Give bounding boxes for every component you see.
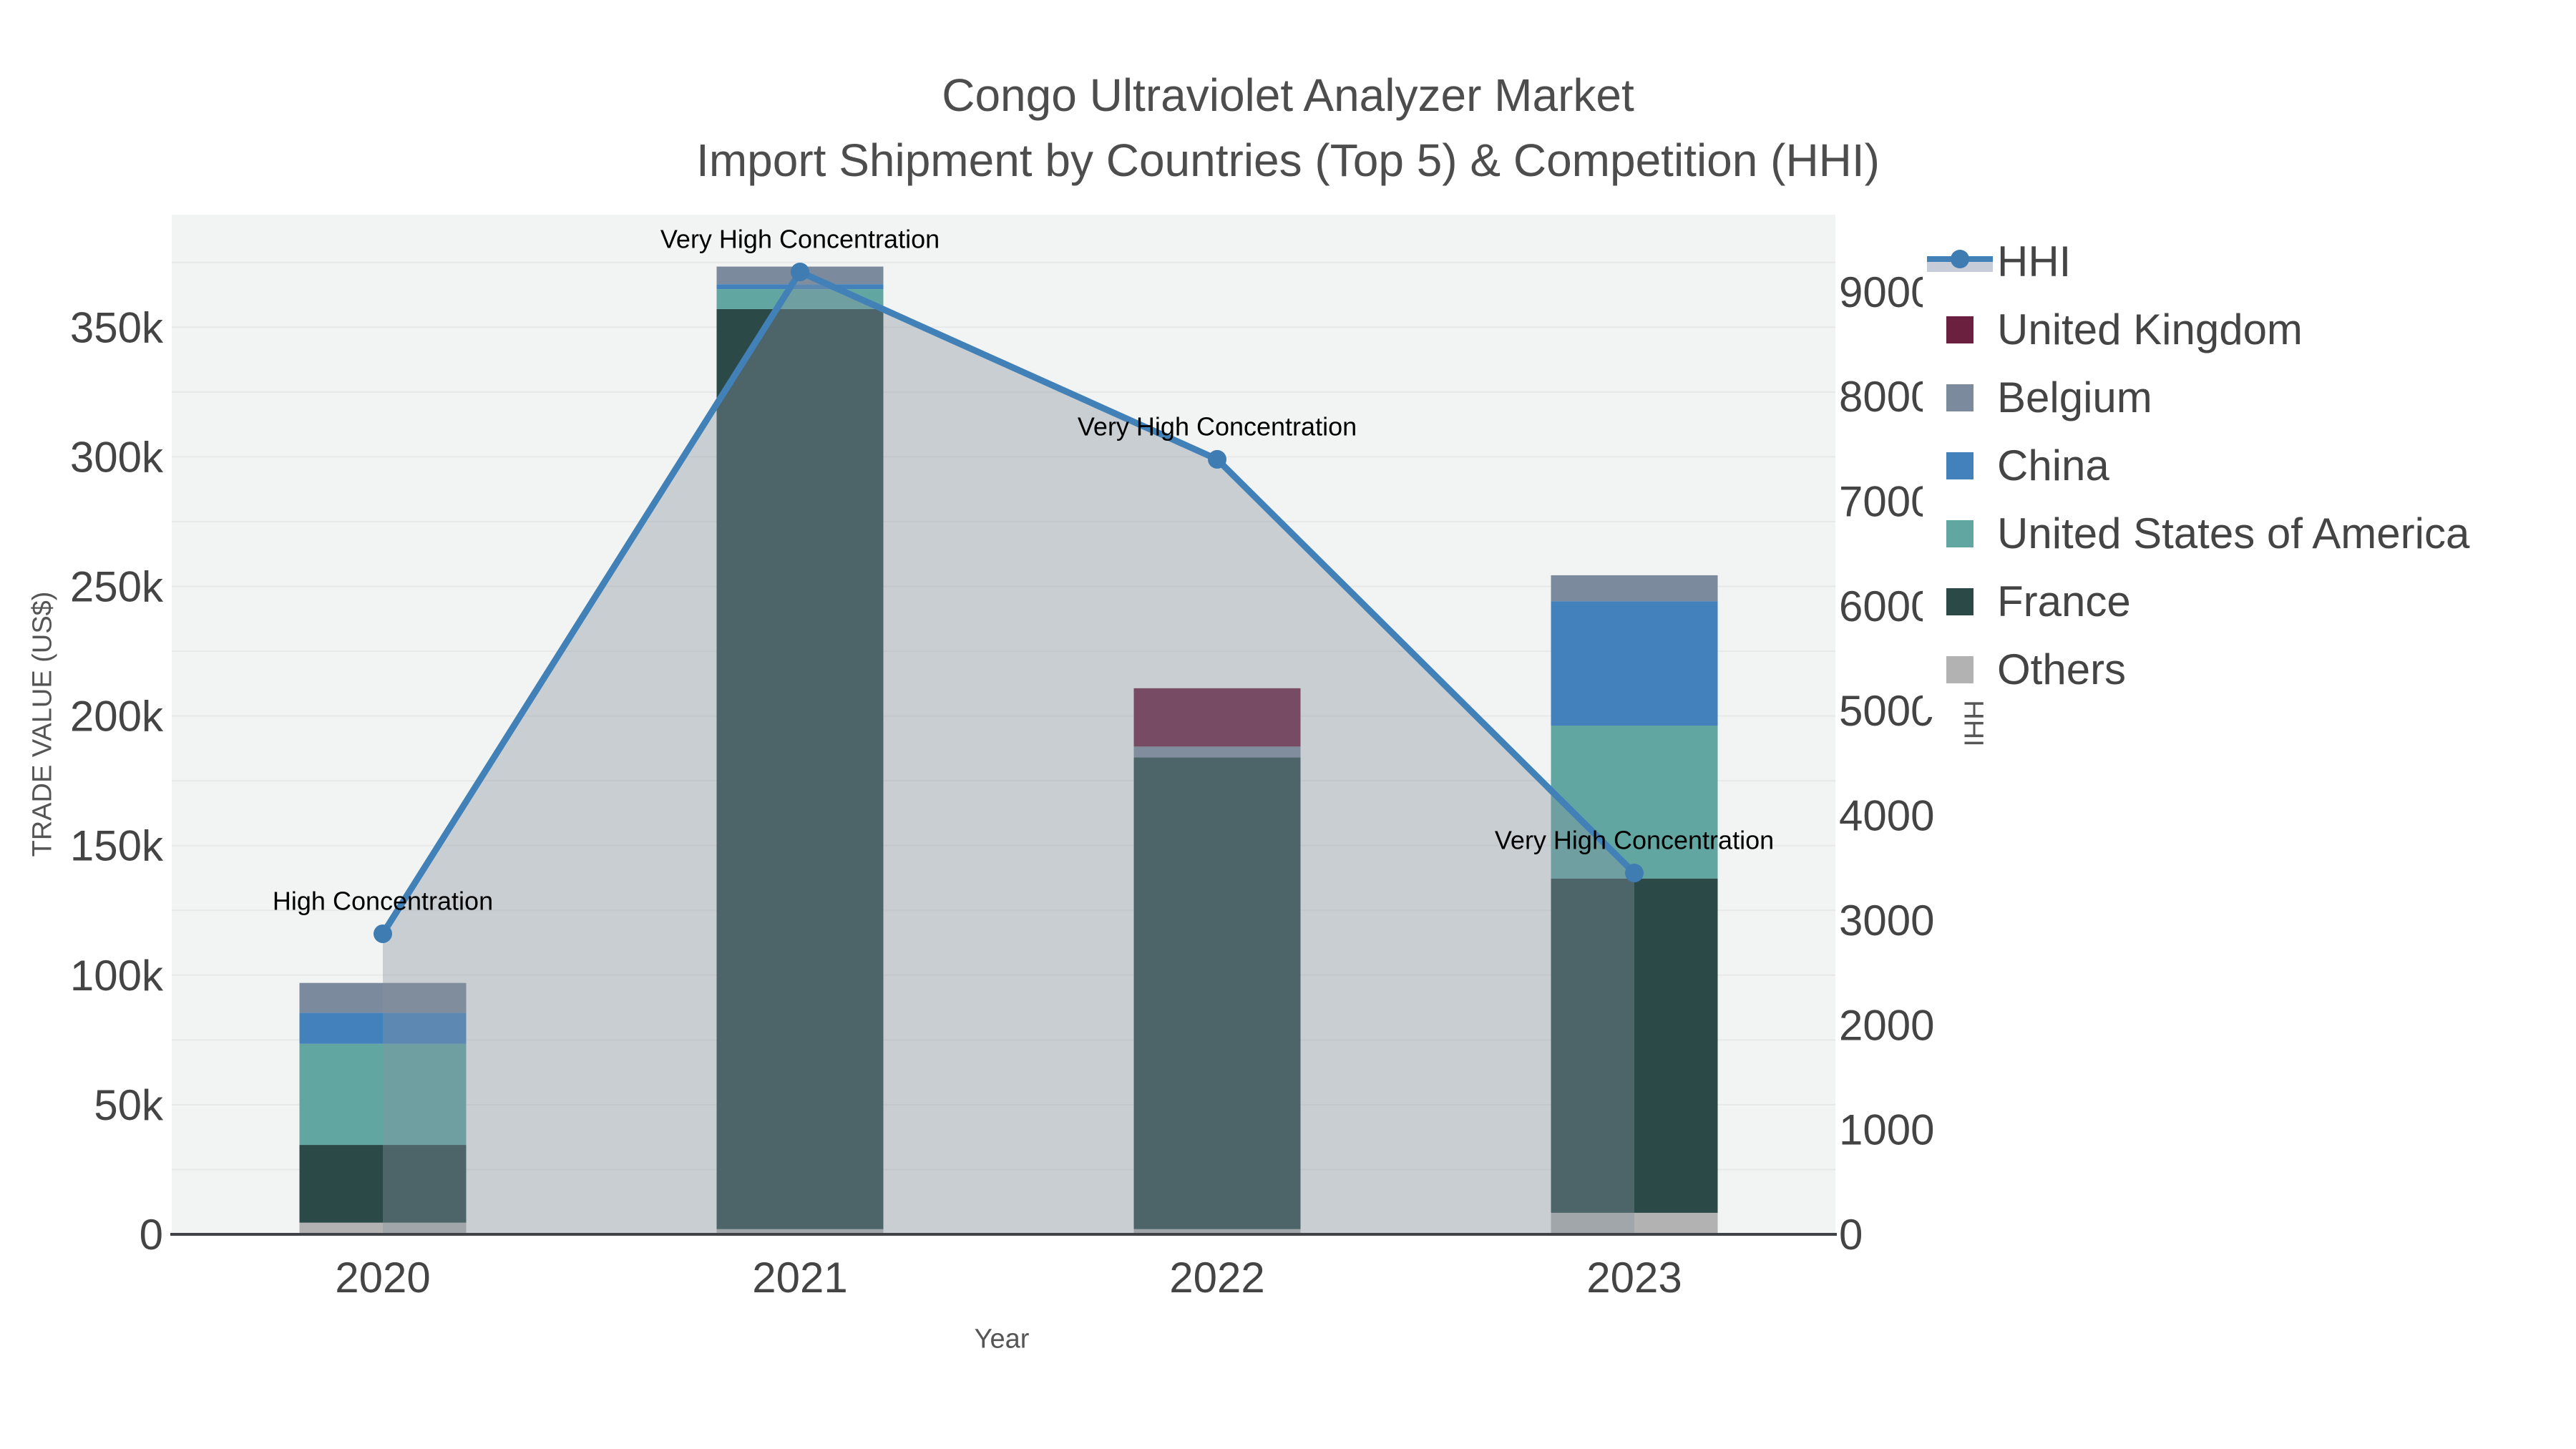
chart-title-line2: Import Shipment by Countries (Top 5) & C… xyxy=(696,134,1880,186)
left-axis-tick-100k: 100k xyxy=(70,952,164,1000)
legend-label-belgium: Belgium xyxy=(1997,374,2152,421)
hhi-swatch-part xyxy=(1951,249,1969,268)
legend-item-hhi[interactable]: HHI xyxy=(1923,228,2570,296)
right-axis-tick-2000: 2000 xyxy=(1839,1001,1934,1049)
bar-segment-2020-belgium xyxy=(299,982,467,1013)
bar-segment-2020-others xyxy=(299,1222,467,1234)
right-axis-title: HHI xyxy=(1958,700,1989,747)
legend-swatch-united-states-of-america xyxy=(1923,519,1997,547)
legend-item-france[interactable]: France xyxy=(1923,567,2570,635)
legend-item-united-states-of-america[interactable]: United States of America xyxy=(1923,499,2570,567)
legend-item-china[interactable]: China xyxy=(1923,431,2570,499)
hhi-area-fill xyxy=(383,271,1634,1234)
right-axis-tick-3000: 3000 xyxy=(1839,897,1934,945)
x-axis-tick-2022: 2022 xyxy=(1169,1254,1264,1302)
legend-swatch-france xyxy=(1923,587,1997,615)
legend-swatch-united-kingdom xyxy=(1923,316,1997,343)
hhi-marker-2021 xyxy=(791,262,809,281)
right-axis-tick-1000: 1000 xyxy=(1839,1106,1934,1154)
right-axis-tick-8000: 8000 xyxy=(1839,373,1934,421)
left-axis-tick-200k: 200k xyxy=(70,693,164,741)
legend-swatch-others xyxy=(1923,655,1997,683)
chart-title: Congo Ultraviolet Analyzer Market Import… xyxy=(0,63,2576,193)
bar-segment-2023-others xyxy=(1551,1212,1718,1234)
bar-segment-2020-france xyxy=(299,1145,467,1223)
bar-segment-2023-belgium xyxy=(1551,575,1718,602)
left-axis-tick-50k: 50k xyxy=(94,1081,164,1129)
bar-segment-2022-france xyxy=(1133,757,1301,1229)
legend-swatch-belgium xyxy=(1923,384,1997,411)
left-axis-tick-0: 0 xyxy=(140,1211,163,1259)
legend-label-hhi: HHI xyxy=(1997,238,2072,286)
color-square-icon xyxy=(1946,587,1974,615)
hhi-line-marker-icon xyxy=(1927,246,1993,278)
legend-swatch-china xyxy=(1923,452,1997,479)
color-square-icon xyxy=(1946,519,1974,547)
x-axis-tick-2021: 2021 xyxy=(752,1254,847,1302)
legend-item-others[interactable]: Others xyxy=(1923,635,2570,703)
legend-label-united-kingdom: United Kingdom xyxy=(1997,306,2303,353)
x-axis-title: Year xyxy=(974,1324,1030,1355)
x-axis-tick-2023: 2023 xyxy=(1586,1254,1682,1302)
bar-segment-2021-others xyxy=(716,1229,884,1234)
color-square-icon xyxy=(1946,655,1974,683)
legend-label-others: Others xyxy=(1997,645,2127,693)
bar-segment-2021-france xyxy=(716,308,884,1229)
left-axis-tick-150k: 150k xyxy=(70,822,164,870)
right-axis-tick-5000: 5000 xyxy=(1839,687,1934,735)
left-axis-tick-300k: 300k xyxy=(70,433,164,481)
bar-segment-2022-belgium xyxy=(1133,746,1301,758)
right-axis-tick-0: 0 xyxy=(1839,1211,1863,1259)
right-axis-tick-4000: 4000 xyxy=(1839,792,1934,840)
left-axis-title: TRADE VALUE (US$) xyxy=(27,591,58,857)
annotation-2021: Very High Concentration xyxy=(660,225,940,254)
chart-title-line1: Congo Ultraviolet Analyzer Market xyxy=(942,69,1634,121)
hhi-line xyxy=(380,268,1637,936)
legend-item-united-kingdom[interactable]: United Kingdom xyxy=(1923,296,2570,364)
bar-segment-2020-china xyxy=(299,1013,467,1044)
hhi-marker-2020 xyxy=(374,924,392,943)
bar-segment-2020-united-states-of-america xyxy=(299,1043,467,1146)
bar-segment-2023-france xyxy=(1551,878,1718,1213)
right-axis-tick-9000: 9000 xyxy=(1839,268,1934,316)
legend: HHI United Kingdom Belgium China United Stat… xyxy=(1923,228,2570,717)
annotation-2022: Very High Concentration xyxy=(1078,412,1357,441)
hhi-marker-2022 xyxy=(1208,449,1226,469)
legend-label-china: China xyxy=(1997,441,2109,489)
color-square-icon xyxy=(1946,316,1974,343)
legend-swatch-hhi xyxy=(1923,246,1997,278)
right-axis-tick-6000: 6000 xyxy=(1839,582,1934,630)
bar-segment-2021-china xyxy=(716,284,884,290)
x-axis-tick-2020: 2020 xyxy=(335,1254,430,1302)
annotation-2020: High Concentration xyxy=(273,887,493,916)
bar-segment-2023-china xyxy=(1551,601,1718,726)
legend-item-belgium[interactable]: Belgium xyxy=(1923,364,2570,431)
color-square-icon xyxy=(1946,384,1974,411)
left-axis-tick-250k: 250k xyxy=(70,563,164,611)
bar-segment-2023-united-states-of-america xyxy=(1551,726,1718,879)
hhi-marker-2023 xyxy=(1625,864,1644,883)
color-square-icon xyxy=(1946,452,1974,479)
right-axis-tick-7000: 7000 xyxy=(1839,477,1934,525)
legend-label-france: France xyxy=(1997,577,2131,625)
annotation-2023: Very High Concentration xyxy=(1495,826,1774,855)
left-axis-tick-350k: 350k xyxy=(70,303,164,351)
legend-label-united-states-of-america: United States of America xyxy=(1997,509,2470,557)
bar-segment-2022-others xyxy=(1133,1229,1301,1234)
bar-segment-2022-united-kingdom xyxy=(1133,688,1301,747)
